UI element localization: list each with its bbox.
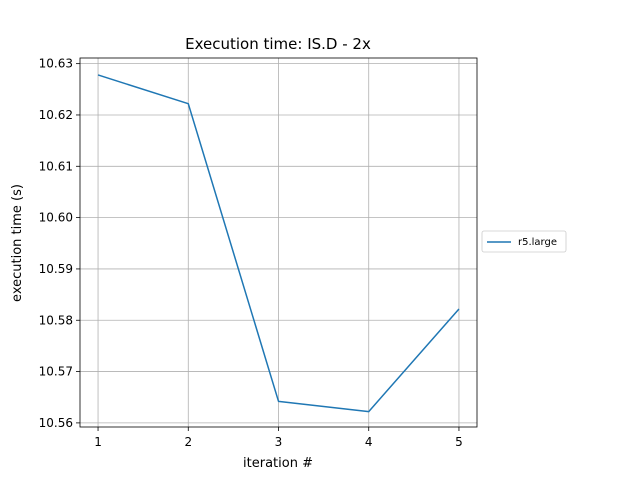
grid [80,58,477,427]
ticks: 1 2 3 4 5 10.56 10.57 10.58 10.59 10.60 10.61 10.62… [39,57,463,449]
y-tick-label: 10.63 [39,57,73,71]
y-tick-label: 10.60 [39,211,73,225]
x-tick-label: 4 [365,435,373,449]
y-tick-label: 10.62 [39,108,73,122]
y-tick-label: 10.58 [39,313,73,327]
y-tick-label: 10.61 [39,159,73,173]
chart-title: Execution time: IS.D - 2x [185,35,371,53]
y-tick-label: 10.57 [39,365,73,379]
legend-box [481,230,567,253]
y-tick-label: 10.56 [39,416,73,430]
y-axis-label: execution time (s) [10,184,25,302]
x-tick-label: 5 [455,435,463,449]
y-tick-label: 10.59 [39,262,73,276]
x-tick-label: 1 [94,435,102,449]
legend: r5.large [481,230,567,253]
series-layer [97,74,460,413]
legend-label-r5-large: r5.large [518,237,557,248]
x-tick-label: 2 [184,435,192,449]
x-tick-label: 3 [275,435,283,449]
series-line-r5-large [97,74,460,413]
x-axis-label: iteration # [243,456,313,471]
